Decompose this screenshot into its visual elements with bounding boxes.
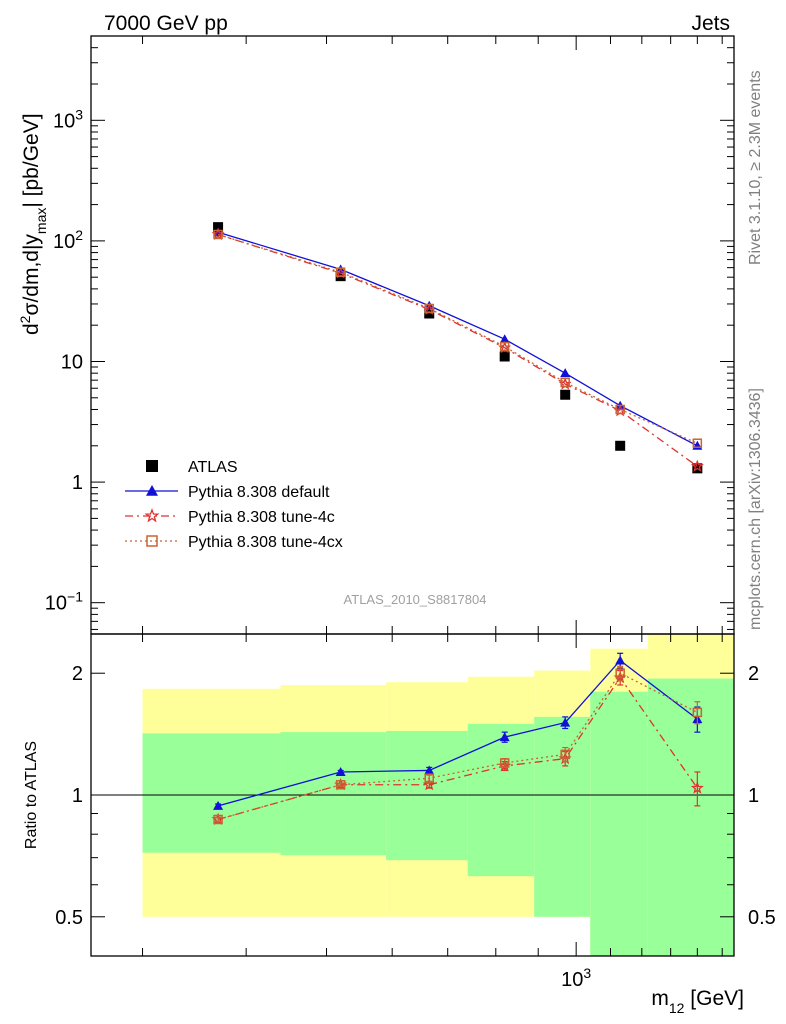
ratio-point-0-2 [424,765,435,775]
ratio-green-band-0 [142,733,281,853]
header-left-text: 7000 GeV pp [104,12,228,35]
ratio-y-tick-label-left-0: 0.5 [55,907,83,929]
ratio-y-axis-label: Ratio to ATLAS [23,741,40,849]
main-series-layer [211,222,704,474]
ratio-point-0-4 [560,717,571,727]
rivet-version-text: Rivet 3.1.10, ≥ 2.3M events [747,70,764,265]
main-series-line-3 [217,233,698,444]
ratio-y-tick-label-right-0: 0.5 [748,907,776,929]
ratio-green-band-5 [590,691,648,956]
ratio-point-2-4 [560,749,570,760]
main-point-0-4 [560,389,571,400]
main-y-tick-label-1: 1 [72,472,83,494]
ratio-series-layer [211,652,704,825]
analysis-label: ATLAS_2010_S8817804 [344,592,487,607]
legend-marker-2 [144,508,160,523]
ratio-point-2-0 [213,814,223,825]
main-point-3-6 [692,438,703,448]
main-y-tick-label-4: 103 [53,106,83,132]
main-point-3-4 [560,377,570,388]
main-point-0-2 [424,308,435,319]
ratio-point-1-6 [690,781,704,794]
ratio-point-0-0 [213,800,224,810]
main-y-axis-label: d2σ/dm,d|ymax| [pb/GeV] [17,113,49,335]
main-point-0-0 [213,222,224,233]
ratio-point-0-3 [499,732,510,742]
header-right-text: Jets [691,12,730,35]
ratio-point-2-5 [615,668,625,678]
main-point-3-2 [424,303,434,314]
axes-layer: 10−1 1 10 102 103 0.5 0.5 1 1 2 2 103 [45,35,776,991]
ratio-y-tick-label-right-2: 2 [748,663,759,685]
ratio-point-2-6 [692,707,703,718]
legend-marker-3 [146,535,158,547]
legend-marker-0 [146,460,158,472]
main-series-line-1 [217,231,698,447]
ratio-point-0-5 [615,655,626,665]
mcplots-text: mcplots.cern.ch [arXiv:1306.3436] [747,388,764,630]
ratio-green-band-6 [647,678,734,956]
main-y-tick-label-2: 10 [61,351,83,373]
ratio-green-band-1 [280,732,387,856]
ratio-green-band-2 [386,730,468,861]
ratio-y-tick-label-right-1: 1 [748,785,759,807]
main-series-line-2 [217,233,698,467]
main-y-tick-label-3: 102 [53,227,83,253]
x-tick-label-0: 103 [561,965,591,991]
main-point-3-5 [615,404,625,415]
main-point-3-1 [335,267,346,277]
ratio-green-band-4 [534,716,591,917]
x-axis-label: m12 [GeV] [651,987,744,1016]
legend: ATLAS Pythia 8.308 default Pythia 8.308 tu… [125,459,343,551]
ratio-point-1-2 [422,777,436,791]
main-point-3-0 [213,229,223,240]
legend-label-2: Pythia 8.308 tune-4c [188,509,335,526]
main-point-3-3 [499,341,510,352]
ratio-y-tick-label-left-2: 2 [72,663,83,685]
main-point-0-3 [499,351,510,362]
ratio-point-2-2 [424,773,434,784]
ratio-point-0-1 [335,766,346,776]
ratio-uncertainty-bands [142,634,734,956]
legend-label-0: ATLAS [188,459,238,476]
main-point-1-3 [499,334,510,344]
main-point-0-5 [615,440,626,451]
main-y-tick-label-0: 10−1 [45,589,83,615]
ratio-point-2-3 [499,758,510,768]
legend-label-3: Pythia 8.308 tune-4cx [188,534,343,551]
ratio-green-band-3 [467,723,535,877]
main-point-2-6 [690,459,704,472]
ratio-y-tick-label-left-1: 1 [72,785,83,807]
svg-text:d2σ/dm,d|ymax| [pb/GeV]: d2σ/dm,d|ymax| [pb/GeV] [17,113,49,335]
main-point-1-4 [560,368,571,378]
ratio-point-2-1 [335,780,346,790]
legend-marker-1 [146,485,158,496]
legend-label-1: Pythia 8.308 default [188,484,330,501]
